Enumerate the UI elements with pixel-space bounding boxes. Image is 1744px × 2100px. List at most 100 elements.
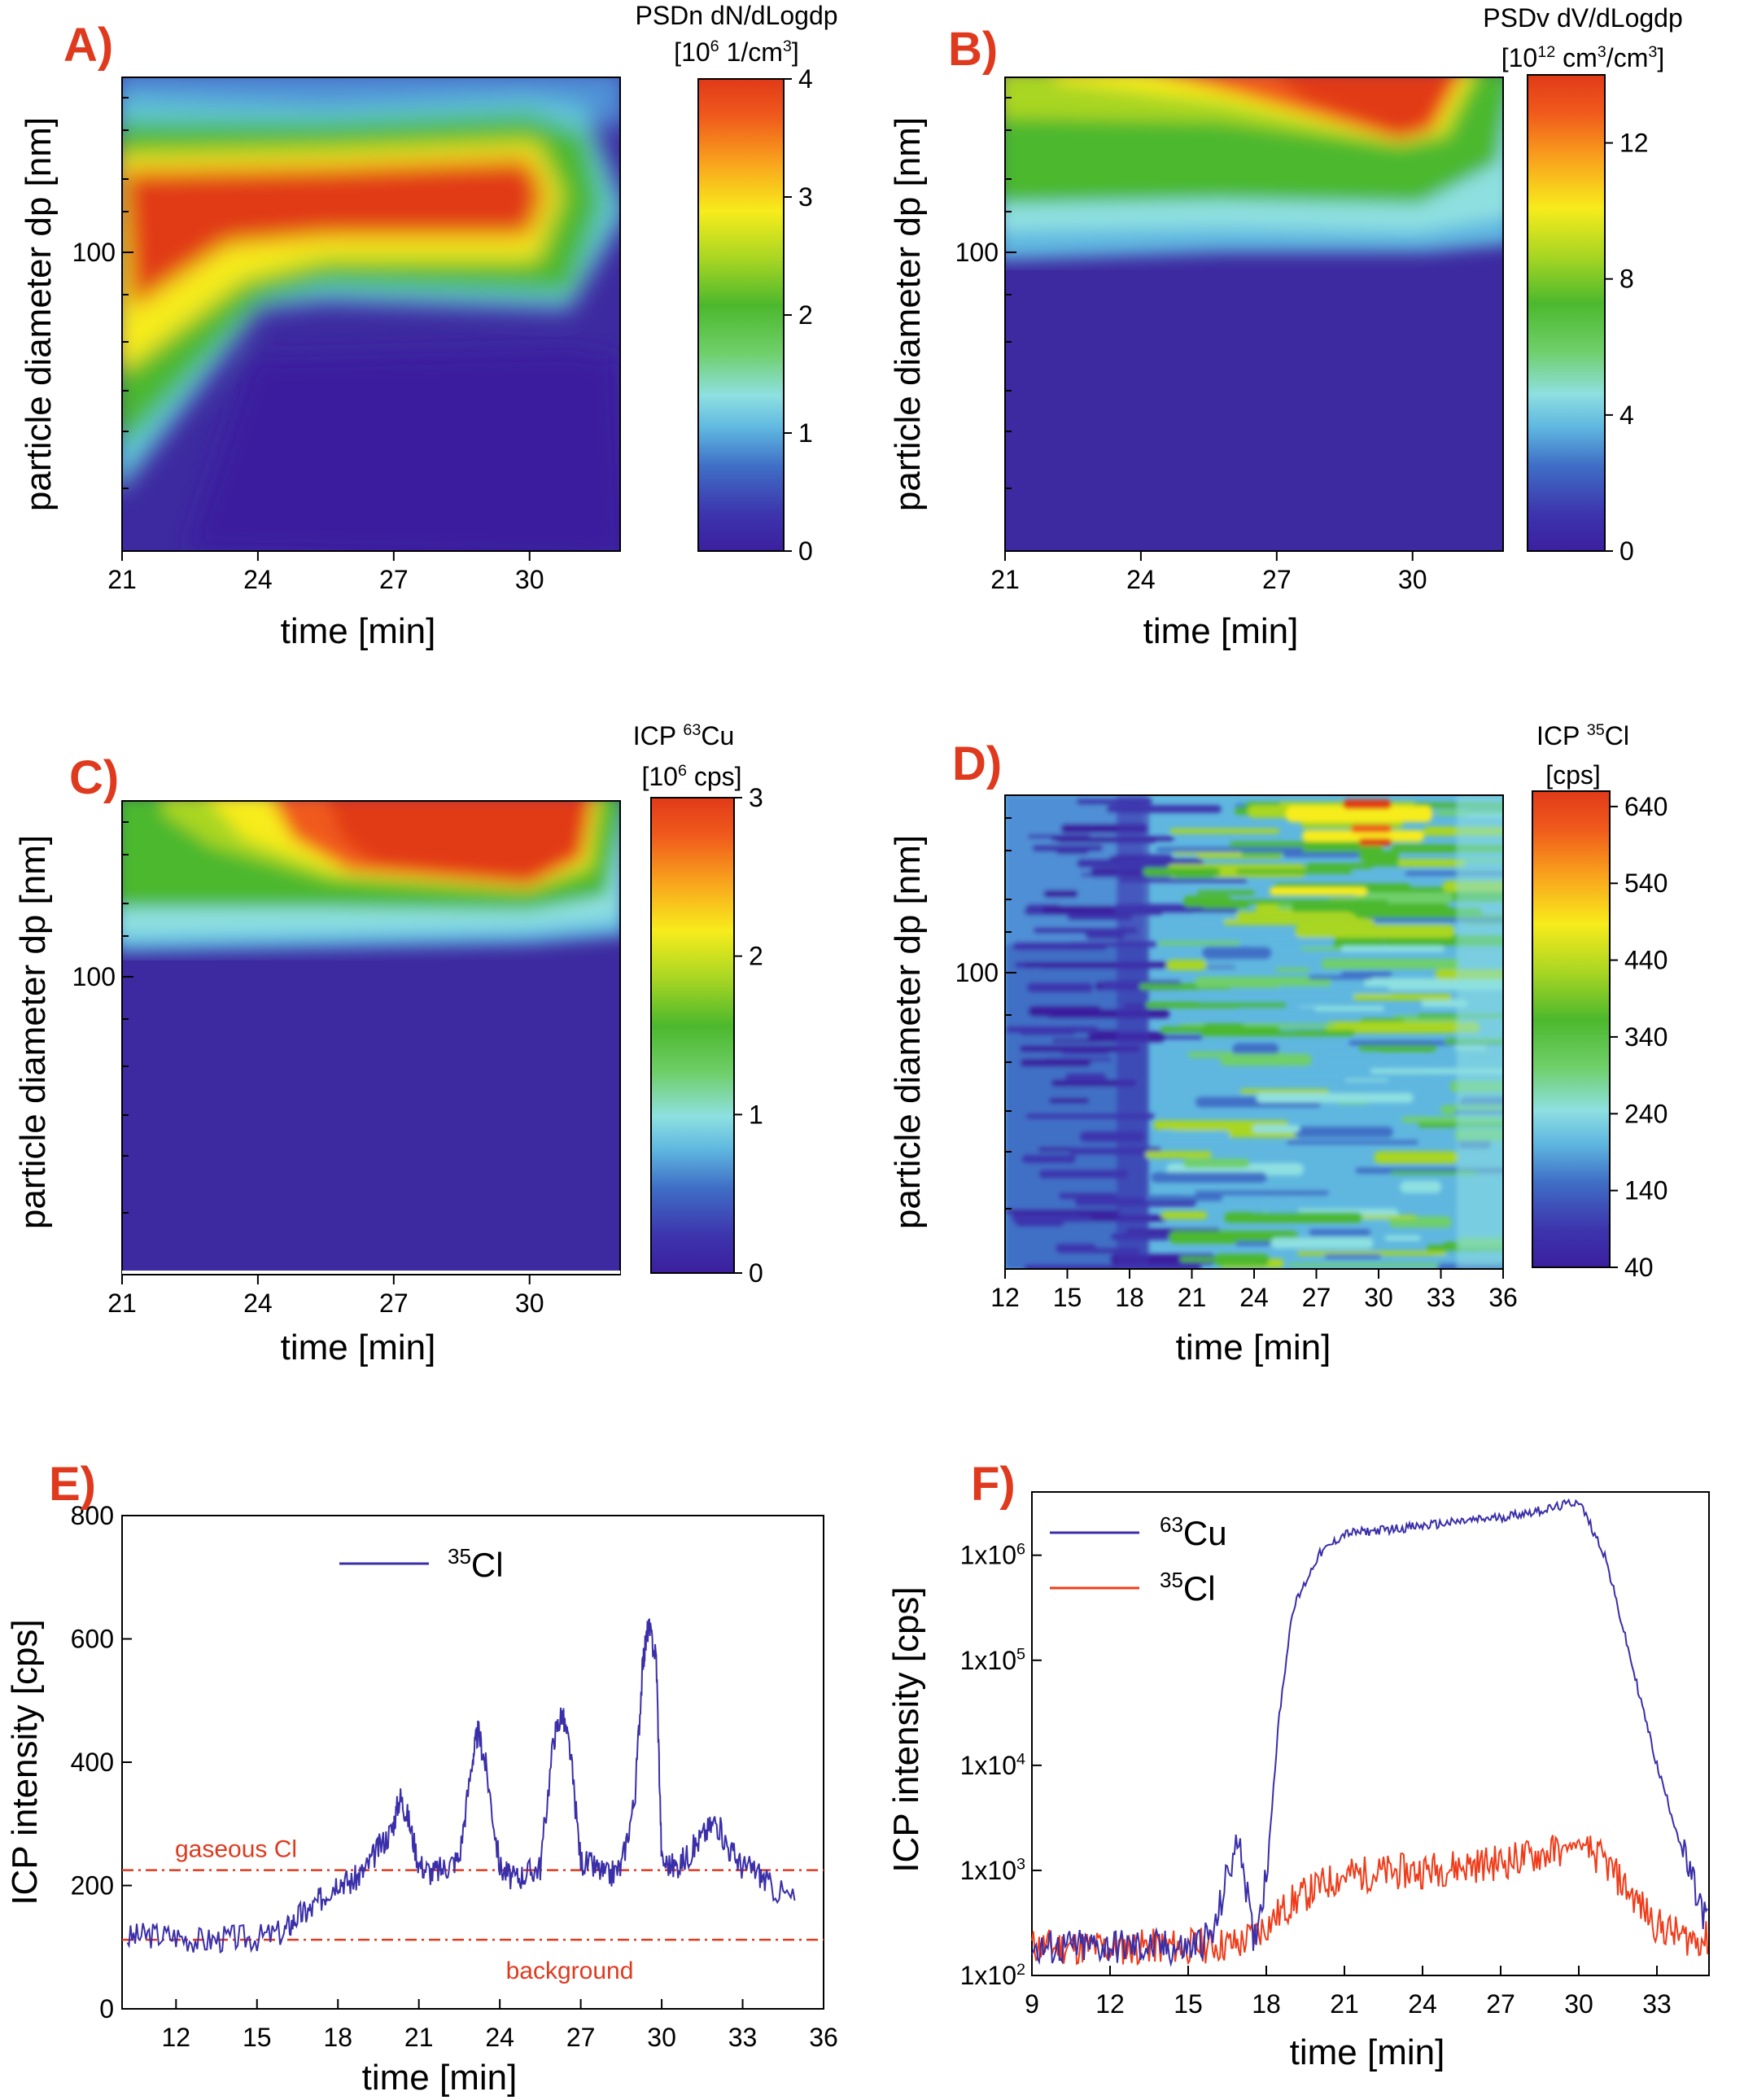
- colorbar-c: [650, 797, 735, 1274]
- y-tick-c-100: 100: [72, 962, 116, 991]
- y-tick-b-100: 100: [955, 238, 999, 267]
- colorbar-title-b: PSDv dV/dLogdp: [1483, 3, 1683, 33]
- panel-d: 100 12 15 18 21 24 27 30 33 36 time [min] partic…: [888, 721, 1668, 1367]
- colorbar-title-d: ICP 35Cl: [1536, 721, 1629, 750]
- legend-label-cu-f: 63Cu: [1160, 1512, 1227, 1552]
- x-axis-label-f: time [min]: [1290, 2032, 1445, 2072]
- x-tick-label: 12: [990, 1283, 1020, 1312]
- colorbar-title-c: ICP 63Cu: [633, 721, 735, 750]
- x-tick-label: 12: [162, 2023, 191, 2052]
- axes-f: 9 12 15 18 21 24 27 30 33 1x102 1x103 1x104 1x105 1x1…: [960, 1541, 1672, 2019]
- x-tick-label: 21: [1330, 1989, 1359, 2019]
- series-line-cu-f: [1031, 1498, 1709, 1967]
- panel-c: 100 21 24 27 30 time [min] particle diamete…: [13, 721, 763, 1367]
- x-tick-label: 24: [1408, 1989, 1437, 2019]
- colorbar-tick-label: 240: [1624, 1099, 1668, 1128]
- panel-label-e: E): [49, 1458, 96, 1511]
- x-axis-label-a: time [min]: [281, 611, 436, 651]
- colorbar-b: [1527, 74, 1606, 552]
- colorbar-tick-label: 4: [1619, 400, 1634, 430]
- x-axis-label-e: time [min]: [362, 2058, 518, 2098]
- heatmap-a: [122, 77, 620, 551]
- x-tick-label: 21: [404, 2023, 434, 2052]
- x-tick-label: 21: [107, 565, 137, 594]
- x-tick-label: 33: [1427, 1283, 1456, 1312]
- colorbar-units-a: [106 1/cm3]: [674, 37, 799, 67]
- x-tick-label: 33: [728, 2023, 758, 2052]
- colorbar-tick-label: 8: [1619, 265, 1634, 294]
- panel-label-c: C): [69, 751, 119, 804]
- x-tick-label: 12: [1095, 1989, 1125, 2019]
- y-tick-label: 1x105: [960, 1646, 1025, 1675]
- x-tick-label: 33: [1642, 1989, 1672, 2019]
- x-tick-label: 30: [1398, 565, 1427, 594]
- colorbar-tick-label: 4: [798, 64, 813, 94]
- colorbar-units-b: [1012 cm3/cm3]: [1501, 43, 1665, 72]
- y-tick-label: 1x102: [960, 1961, 1025, 1990]
- x-ticks-c: 21 24 27 30: [107, 1275, 544, 1318]
- x-tick-label: 18: [1115, 1283, 1144, 1312]
- axes-e: 12 15 18 21 24 27 30 33 36 0 200 400 600 800: [71, 1501, 838, 2052]
- x-ticks-a: 21 24 27 30: [107, 551, 544, 594]
- y-tick-d-100: 100: [955, 958, 999, 987]
- colorbar-tick-label: 0: [1619, 536, 1634, 566]
- colorbar-tick-label: 2: [749, 942, 763, 971]
- y-tick-label: 1x106: [960, 1541, 1025, 1570]
- panel-label-d: D): [952, 737, 1002, 790]
- x-tick-label: 15: [1053, 1283, 1082, 1312]
- colorbar-units-c: [106 cps]: [641, 762, 741, 791]
- x-ticks-d: 12 15 18 21 24 27 30 33 36: [990, 1269, 1518, 1312]
- panel-label-f: F): [971, 1458, 1016, 1511]
- y-tick-label: 600: [71, 1625, 114, 1654]
- colorbar-tick-label: 0: [749, 1258, 763, 1288]
- x-tick-label: 24: [1126, 565, 1156, 594]
- x-axis-label-b: time [min]: [1143, 611, 1299, 651]
- y-ticks-c: [122, 821, 133, 1214]
- heatmap-d: [1005, 795, 1503, 1269]
- y-axis-label-e: ICP intensity [cps]: [5, 1619, 45, 1905]
- colorbar-tick-label: 340: [1624, 1022, 1668, 1052]
- y-axis-label-c: particle diameter dp [nm]: [13, 835, 53, 1229]
- panel-f: 9 12 15 18 21 24 27 30 33 1x102 1x103 1x104 1x105 1x1…: [886, 1458, 1710, 2072]
- colorbar-tick-label: 540: [1624, 868, 1668, 898]
- x-tick-label: 27: [1262, 565, 1292, 594]
- x-tick-label: 27: [566, 2023, 596, 2052]
- x-tick-label: 27: [1486, 1989, 1515, 2019]
- y-tick-label: 1x104: [960, 1751, 1025, 1780]
- x-ticks-b: 21 24 27 30: [990, 551, 1427, 594]
- x-tick-label: 24: [243, 565, 273, 594]
- x-tick-label: 21: [1178, 1283, 1207, 1312]
- panel-b: 100 21 24 27 30 time [min] particle diamete…: [888, 3, 1683, 651]
- legend-label-cl-f: 35Cl: [1160, 1568, 1216, 1608]
- plot-area-f: [1031, 1491, 1710, 1976]
- y-tick-label: 200: [71, 1871, 114, 1901]
- colorbar-tick-label: 140: [1624, 1176, 1668, 1205]
- y-tick-label: 0: [99, 1994, 114, 2023]
- colorbar-title-a: PSDn dN/dLogdp: [635, 1, 837, 30]
- x-axis-label-d: time [min]: [1176, 1328, 1331, 1367]
- x-tick-label: 15: [1174, 1989, 1203, 2019]
- colorbar-tick-label: 440: [1624, 946, 1668, 975]
- legend-label-e: 35Cl: [448, 1544, 504, 1584]
- x-tick-label: 24: [1239, 1283, 1269, 1312]
- colorbar-a: [697, 78, 785, 552]
- x-tick-label: 15: [243, 2023, 272, 2052]
- heatmap-c: [122, 801, 620, 1275]
- panel-a: 100 21 24 27 30 time [min] particle diamete…: [19, 1, 838, 651]
- colorbar-d: [1532, 790, 1611, 1268]
- colorbar-tick-label: 3: [798, 182, 813, 212]
- colorbar-tick-label: 640: [1624, 792, 1668, 821]
- panel-label-b: B): [948, 23, 998, 76]
- y-axis-label-f: ICP intensity [cps]: [886, 1586, 926, 1872]
- x-tick-label: 36: [1488, 1283, 1518, 1312]
- hline-label: gaseous Cl: [175, 1836, 297, 1863]
- reference-lines-e: gaseous Cl background: [122, 1836, 824, 1984]
- x-tick-label: 21: [990, 565, 1020, 594]
- x-tick-label: 27: [379, 565, 409, 594]
- colorbar-ticks-d: 40 140 240 340 440 540 640: [1610, 792, 1668, 1282]
- panel-label-a: A): [63, 19, 113, 72]
- x-tick-label: 9: [1025, 1989, 1039, 2019]
- colorbar-tick-label: 1: [749, 1100, 763, 1129]
- colorbar-tick-label: 40: [1624, 1253, 1654, 1282]
